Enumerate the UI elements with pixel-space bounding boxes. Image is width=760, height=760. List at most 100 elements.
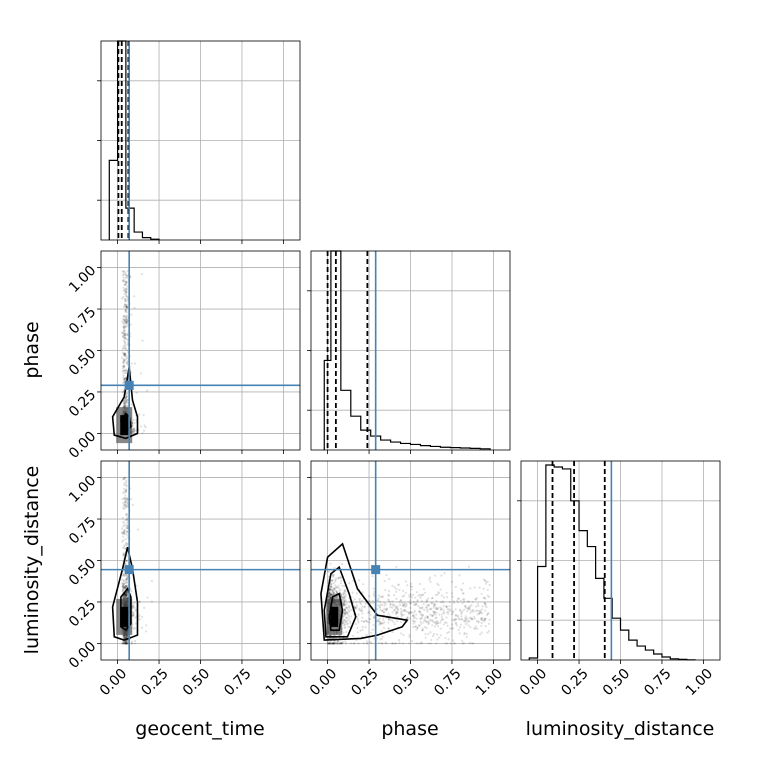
sample-point xyxy=(124,280,127,283)
sample-point xyxy=(121,574,124,577)
sample-point xyxy=(408,611,411,614)
sample-point xyxy=(453,619,456,622)
sample-point xyxy=(122,295,125,298)
sample-point xyxy=(125,635,128,639)
sample-point xyxy=(474,625,477,628)
sample-point xyxy=(430,614,433,617)
sample-point xyxy=(381,622,384,625)
sample-point xyxy=(125,318,128,321)
sample-point xyxy=(121,585,124,588)
sample-point xyxy=(125,642,129,645)
sample-point xyxy=(399,620,403,624)
sample-point xyxy=(471,608,475,611)
sample-point xyxy=(348,606,351,609)
sample-point xyxy=(124,519,127,522)
sample-point xyxy=(484,617,487,620)
sample-point xyxy=(465,606,468,610)
sample-point xyxy=(393,604,396,607)
sample-point xyxy=(355,601,358,604)
sample-point xyxy=(467,624,470,627)
sample-point xyxy=(125,280,128,284)
sample-point xyxy=(387,598,390,601)
sample-point xyxy=(455,624,458,627)
sample-point xyxy=(124,594,127,597)
sample-point xyxy=(465,632,469,635)
sample-point xyxy=(333,592,336,595)
sample-point xyxy=(123,482,126,485)
sample-point xyxy=(123,529,126,532)
sample-point xyxy=(331,589,334,592)
sample-point xyxy=(133,429,136,432)
sample-point xyxy=(124,596,127,599)
sample-point xyxy=(125,591,128,595)
sample-point xyxy=(344,608,347,611)
sample-point xyxy=(441,600,444,603)
sample-point xyxy=(410,588,413,591)
sample-point xyxy=(341,596,344,599)
sample-point xyxy=(126,593,129,596)
sample-point xyxy=(124,297,127,301)
sample-point xyxy=(479,609,482,612)
sample-point xyxy=(382,616,385,619)
sample-point xyxy=(469,616,472,619)
sample-point xyxy=(125,306,129,309)
sample-point xyxy=(330,594,333,597)
sample-point xyxy=(378,641,381,644)
sample-point xyxy=(122,289,125,292)
sample-point xyxy=(122,588,125,591)
sample-point xyxy=(379,595,383,599)
sample-point xyxy=(486,580,489,583)
contour-1 xyxy=(120,412,132,432)
sample-point xyxy=(124,642,127,645)
sample-point xyxy=(123,402,126,405)
sample-point xyxy=(436,633,439,636)
sample-point xyxy=(125,288,128,291)
sample-point xyxy=(124,636,127,640)
sample-point xyxy=(412,614,415,617)
sample-point xyxy=(124,642,128,645)
sample-point xyxy=(377,618,380,621)
sample-point xyxy=(395,610,399,614)
sample-point xyxy=(417,624,421,627)
sample-point xyxy=(328,642,331,645)
sample-point xyxy=(126,339,129,342)
sample-point xyxy=(328,588,332,591)
sample-point xyxy=(333,642,336,645)
sample-point xyxy=(413,609,417,612)
sample-point xyxy=(373,615,376,618)
sample-point xyxy=(123,364,126,367)
sample-point xyxy=(343,613,347,616)
sample-point xyxy=(409,610,412,614)
sample-point xyxy=(384,641,387,644)
sample-point xyxy=(438,636,441,639)
sample-point xyxy=(458,626,462,629)
sample-point xyxy=(122,346,125,349)
sample-point xyxy=(469,611,472,614)
sample-point xyxy=(465,617,469,620)
sample-point xyxy=(123,329,127,332)
sample-point xyxy=(330,642,333,645)
sample-point xyxy=(439,601,443,604)
sample-point xyxy=(414,602,418,605)
sample-point xyxy=(379,622,382,625)
sample-point xyxy=(483,619,486,622)
sample-point xyxy=(341,596,344,599)
sample-point xyxy=(122,636,125,639)
sample-point xyxy=(433,603,436,606)
sample-point xyxy=(123,314,126,317)
sample-point xyxy=(472,642,475,645)
sample-point xyxy=(327,642,330,645)
sample-point xyxy=(125,500,128,503)
sample-point xyxy=(469,605,472,608)
sample-point xyxy=(339,642,342,645)
sample-point xyxy=(123,352,126,355)
sample-point xyxy=(124,300,127,303)
sample-point xyxy=(339,582,343,585)
sample-point xyxy=(125,574,128,577)
sample-point xyxy=(347,625,350,629)
sample-point xyxy=(124,309,127,312)
sample-point xyxy=(122,634,125,637)
sample-point xyxy=(124,488,128,491)
sample-point xyxy=(123,636,126,639)
sample-point xyxy=(328,588,331,591)
